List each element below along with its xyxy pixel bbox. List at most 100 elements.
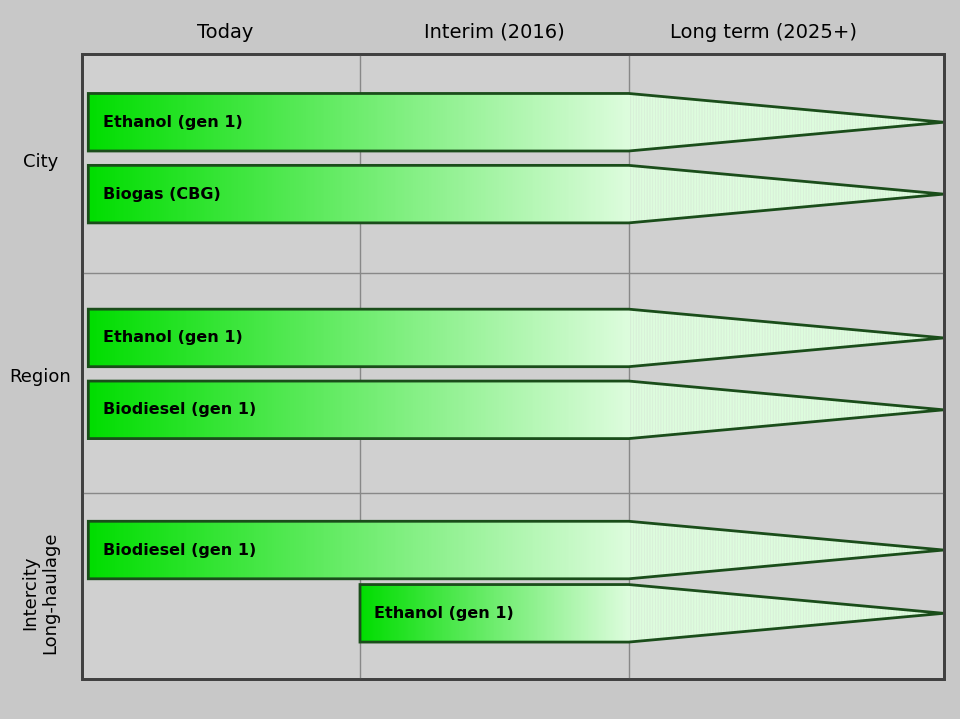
Polygon shape bbox=[636, 166, 638, 222]
Polygon shape bbox=[671, 385, 673, 435]
Polygon shape bbox=[125, 93, 126, 151]
Polygon shape bbox=[744, 104, 745, 140]
Polygon shape bbox=[924, 612, 926, 615]
Polygon shape bbox=[99, 93, 101, 151]
Polygon shape bbox=[160, 165, 162, 223]
Polygon shape bbox=[749, 176, 750, 212]
Polygon shape bbox=[537, 309, 539, 367]
Polygon shape bbox=[349, 93, 351, 151]
Polygon shape bbox=[378, 381, 380, 439]
Polygon shape bbox=[582, 309, 584, 367]
Polygon shape bbox=[728, 594, 730, 633]
Polygon shape bbox=[767, 534, 769, 566]
Polygon shape bbox=[922, 408, 924, 412]
Polygon shape bbox=[276, 165, 277, 223]
Polygon shape bbox=[551, 309, 553, 367]
Polygon shape bbox=[766, 178, 767, 211]
Polygon shape bbox=[252, 93, 254, 151]
Polygon shape bbox=[372, 165, 373, 223]
Polygon shape bbox=[526, 93, 528, 151]
Polygon shape bbox=[378, 309, 380, 367]
Polygon shape bbox=[926, 121, 928, 124]
Polygon shape bbox=[685, 526, 687, 574]
Polygon shape bbox=[362, 309, 364, 367]
Polygon shape bbox=[393, 309, 395, 367]
Polygon shape bbox=[355, 381, 357, 439]
Polygon shape bbox=[912, 407, 914, 413]
Polygon shape bbox=[155, 93, 156, 151]
Polygon shape bbox=[791, 109, 793, 136]
Polygon shape bbox=[445, 309, 446, 367]
Polygon shape bbox=[372, 381, 373, 439]
Polygon shape bbox=[436, 309, 438, 367]
Polygon shape bbox=[514, 309, 516, 367]
Polygon shape bbox=[801, 325, 802, 351]
Polygon shape bbox=[152, 93, 154, 151]
Polygon shape bbox=[522, 93, 524, 151]
Polygon shape bbox=[873, 188, 875, 201]
Polygon shape bbox=[780, 535, 781, 565]
Polygon shape bbox=[791, 324, 793, 352]
Polygon shape bbox=[851, 401, 852, 418]
Polygon shape bbox=[577, 309, 578, 367]
Polygon shape bbox=[791, 536, 793, 564]
Polygon shape bbox=[898, 118, 900, 127]
Polygon shape bbox=[592, 381, 594, 439]
Polygon shape bbox=[403, 93, 405, 151]
Polygon shape bbox=[909, 191, 911, 197]
Polygon shape bbox=[851, 605, 852, 622]
Polygon shape bbox=[666, 588, 668, 638]
Polygon shape bbox=[786, 599, 788, 628]
Polygon shape bbox=[755, 177, 756, 211]
Polygon shape bbox=[683, 314, 684, 362]
Polygon shape bbox=[781, 323, 783, 353]
Polygon shape bbox=[92, 165, 94, 223]
Polygon shape bbox=[722, 530, 723, 570]
Polygon shape bbox=[688, 315, 690, 361]
Polygon shape bbox=[858, 114, 860, 130]
Polygon shape bbox=[870, 331, 872, 344]
Polygon shape bbox=[634, 522, 636, 578]
Polygon shape bbox=[324, 381, 326, 439]
Polygon shape bbox=[220, 93, 222, 151]
Polygon shape bbox=[845, 400, 846, 419]
Polygon shape bbox=[818, 602, 819, 625]
Polygon shape bbox=[187, 309, 189, 367]
Polygon shape bbox=[783, 180, 784, 209]
Polygon shape bbox=[832, 603, 833, 623]
Polygon shape bbox=[684, 99, 685, 146]
Polygon shape bbox=[479, 381, 481, 439]
Polygon shape bbox=[933, 613, 934, 614]
Polygon shape bbox=[108, 165, 110, 223]
Polygon shape bbox=[271, 93, 272, 151]
Polygon shape bbox=[198, 309, 200, 367]
Polygon shape bbox=[840, 329, 841, 347]
Polygon shape bbox=[776, 107, 777, 137]
Polygon shape bbox=[152, 521, 154, 579]
Polygon shape bbox=[810, 182, 811, 206]
Polygon shape bbox=[139, 93, 140, 151]
Polygon shape bbox=[467, 93, 468, 151]
Polygon shape bbox=[403, 309, 405, 367]
Polygon shape bbox=[564, 521, 565, 579]
Polygon shape bbox=[296, 309, 298, 367]
Polygon shape bbox=[575, 93, 577, 151]
Polygon shape bbox=[618, 93, 620, 151]
Polygon shape bbox=[530, 165, 532, 223]
Polygon shape bbox=[793, 396, 794, 423]
Polygon shape bbox=[519, 381, 520, 439]
Polygon shape bbox=[418, 309, 420, 367]
Polygon shape bbox=[359, 309, 360, 367]
Polygon shape bbox=[195, 309, 197, 367]
Polygon shape bbox=[725, 390, 727, 430]
Polygon shape bbox=[858, 605, 860, 621]
Polygon shape bbox=[697, 528, 698, 572]
Polygon shape bbox=[663, 312, 665, 364]
Polygon shape bbox=[185, 521, 187, 579]
Polygon shape bbox=[805, 537, 806, 563]
Polygon shape bbox=[393, 381, 395, 439]
Polygon shape bbox=[868, 543, 870, 557]
Polygon shape bbox=[240, 93, 242, 151]
Polygon shape bbox=[764, 393, 766, 426]
Polygon shape bbox=[559, 93, 561, 151]
